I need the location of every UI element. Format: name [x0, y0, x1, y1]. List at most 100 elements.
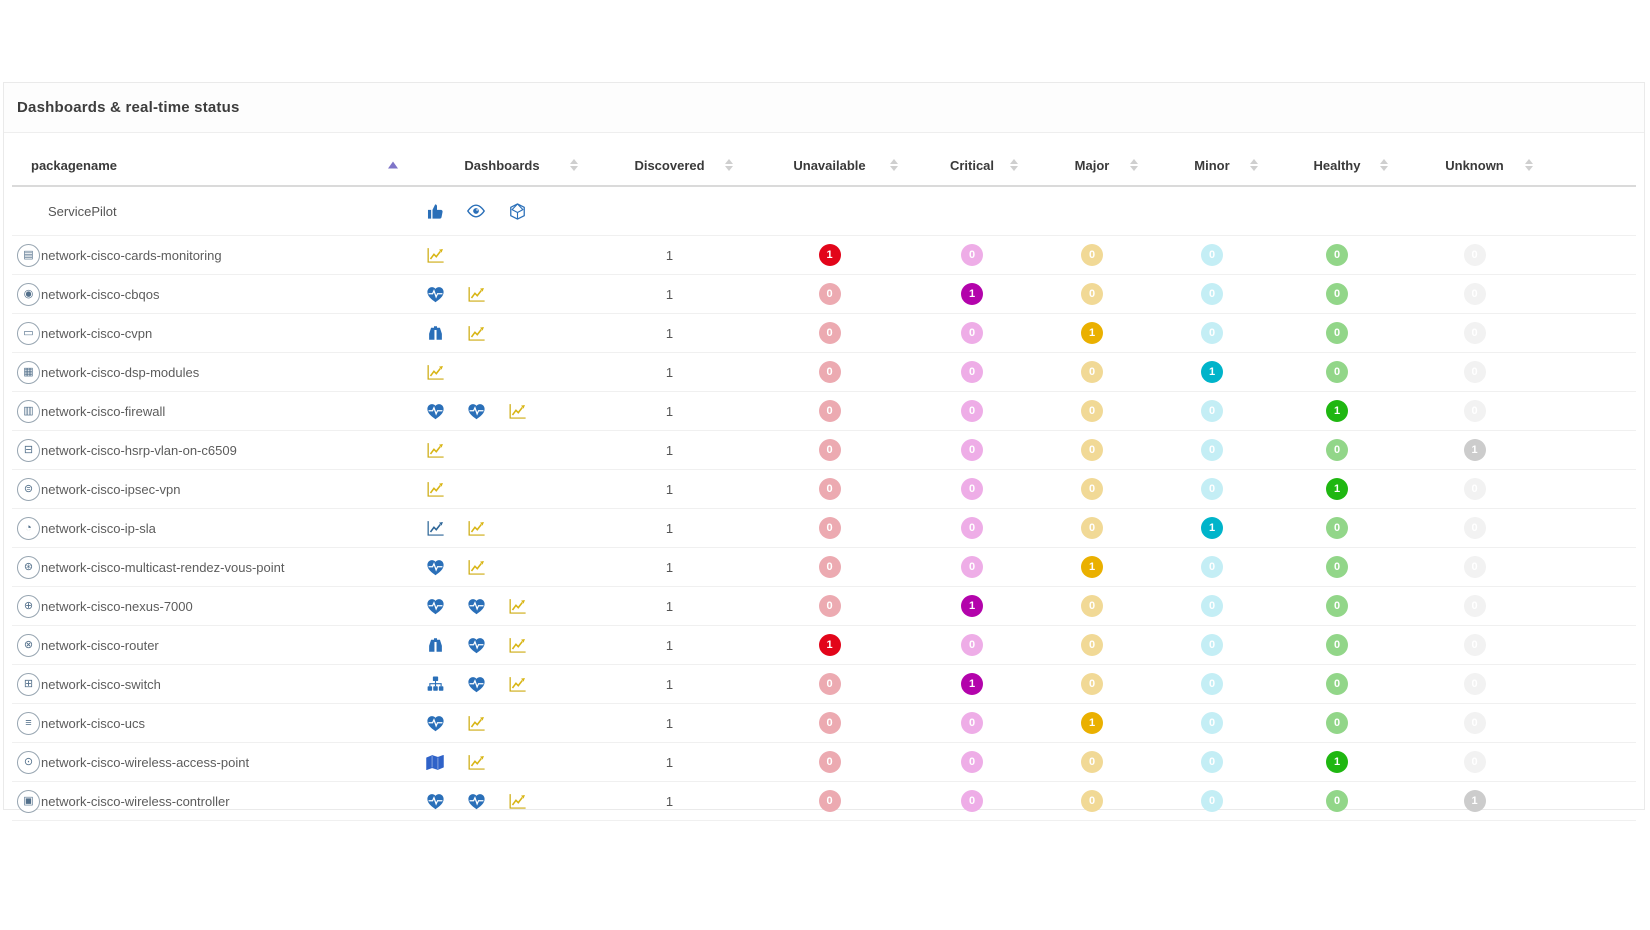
- column-header-discovered[interactable]: Discovered: [592, 145, 747, 185]
- sort-icon[interactable]: [1010, 159, 1018, 171]
- unknown-badge[interactable]: 0: [1463, 400, 1486, 422]
- unavailable-badge[interactable]: 0: [818, 439, 841, 461]
- thumbs-up-icon[interactable]: [425, 201, 445, 221]
- sort-icon[interactable]: [570, 159, 578, 171]
- table-row[interactable]: ⊗ network-cisco-router 1 1 0 0 0 0 0: [12, 626, 1636, 665]
- unknown-badge[interactable]: 0: [1463, 283, 1486, 305]
- healthy-badge[interactable]: 0: [1326, 556, 1348, 578]
- minor-badge[interactable]: 0: [1201, 556, 1223, 578]
- column-header-critical[interactable]: Critical: [912, 145, 1032, 185]
- package-name-cell[interactable]: ▥ network-cisco-firewall: [12, 392, 412, 430]
- critical-badge[interactable]: 0: [961, 790, 983, 812]
- minor-badge[interactable]: 1: [1201, 517, 1223, 539]
- sort-icon[interactable]: [1130, 159, 1138, 171]
- table-row[interactable]: ▥ network-cisco-firewall 1 0 0 0 0 1 0: [12, 392, 1636, 431]
- critical-badge[interactable]: 0: [961, 556, 983, 578]
- minor-badge[interactable]: 0: [1201, 595, 1223, 617]
- major-badge[interactable]: 0: [1081, 244, 1103, 266]
- healthy-badge[interactable]: 0: [1326, 244, 1348, 266]
- heartbeat-dashboard-icon[interactable]: [466, 596, 486, 616]
- unknown-badge[interactable]: 0: [1463, 478, 1486, 500]
- map-dashboard-icon[interactable]: [425, 752, 445, 772]
- heartbeat-dashboard-icon[interactable]: [466, 401, 486, 421]
- major-badge[interactable]: 0: [1081, 595, 1103, 617]
- major-badge[interactable]: 0: [1081, 283, 1103, 305]
- chart-yellow-dashboard-icon[interactable]: [507, 791, 527, 811]
- chart-yellow-dashboard-icon[interactable]: [425, 362, 445, 382]
- package-name-cell[interactable]: ⊛ network-cisco-multicast-rendez-vous-poi…: [12, 548, 412, 586]
- healthy-badge[interactable]: 1: [1326, 751, 1348, 773]
- table-row[interactable]: ⊙ network-cisco-wireless-access-point 1 0 0 0…: [12, 743, 1636, 782]
- major-badge[interactable]: 0: [1081, 634, 1103, 656]
- table-row[interactable]: ⊞ network-cisco-switch 1 0 1 0 0 0 0: [12, 665, 1636, 704]
- unavailable-badge[interactable]: 0: [818, 751, 841, 773]
- major-badge[interactable]: 0: [1081, 790, 1103, 812]
- sort-icon[interactable]: [1250, 159, 1258, 171]
- table-row[interactable]: ⊜ network-cisco-ipsec-vpn 1 0 0 0 0 1 0: [12, 470, 1636, 509]
- minor-badge[interactable]: 0: [1201, 634, 1223, 656]
- healthy-badge[interactable]: 0: [1326, 673, 1348, 695]
- major-badge[interactable]: 0: [1081, 439, 1103, 461]
- critical-badge[interactable]: 0: [961, 712, 983, 734]
- minor-badge[interactable]: 0: [1201, 712, 1223, 734]
- package-name-cell[interactable]: ▣ network-cisco-wireless-controller: [12, 782, 412, 820]
- unavailable-badge[interactable]: 0: [818, 478, 841, 500]
- unknown-badge[interactable]: 1: [1463, 439, 1486, 461]
- critical-badge[interactable]: 1: [961, 283, 983, 305]
- table-row[interactable]: ⊟ network-cisco-hsrp-vlan-on-c6509 1 0 0 0 0 0 1: [12, 431, 1636, 470]
- package-name-cell[interactable]: ▦ network-cisco-dsp-modules: [12, 353, 412, 391]
- table-row[interactable]: ◔ network-cisco-ip-sla 1 0 0 0 1 0 0: [12, 509, 1636, 548]
- chart-yellow-dashboard-icon[interactable]: [466, 752, 486, 772]
- column-header-minor[interactable]: Minor: [1152, 145, 1272, 185]
- unknown-badge[interactable]: 0: [1463, 634, 1486, 656]
- package-name-cell[interactable]: ▤ network-cisco-cards-monitoring: [12, 236, 412, 274]
- major-badge[interactable]: 0: [1081, 361, 1103, 383]
- table-row[interactable]: ⊛ network-cisco-multicast-rendez-vous-poi…: [12, 548, 1636, 587]
- sort-icon[interactable]: [890, 159, 898, 171]
- unavailable-badge[interactable]: 0: [818, 400, 841, 422]
- major-badge[interactable]: 0: [1081, 673, 1103, 695]
- table-row[interactable]: ▤ network-cisco-cards-monitoring 1 1 0 0 0 0 0: [12, 236, 1636, 275]
- package-name-cell[interactable]: ⊙ network-cisco-wireless-access-point: [12, 743, 412, 781]
- unavailable-badge[interactable]: 1: [818, 634, 841, 656]
- heartbeat-dashboard-icon[interactable]: [425, 596, 445, 616]
- critical-badge[interactable]: 1: [961, 595, 983, 617]
- healthy-badge[interactable]: 0: [1326, 283, 1348, 305]
- heartbeat-dashboard-icon[interactable]: [466, 674, 486, 694]
- heartbeat-dashboard-icon[interactable]: [466, 791, 486, 811]
- unavailable-badge[interactable]: 0: [818, 712, 841, 734]
- critical-badge[interactable]: 0: [961, 478, 983, 500]
- unknown-badge[interactable]: 0: [1463, 712, 1486, 734]
- major-badge[interactable]: 0: [1081, 400, 1103, 422]
- chart-yellow-dashboard-icon[interactable]: [466, 323, 486, 343]
- critical-badge[interactable]: 0: [961, 751, 983, 773]
- binoculars-dashboard-icon[interactable]: [425, 323, 445, 343]
- heartbeat-dashboard-icon[interactable]: [425, 284, 445, 304]
- unknown-badge[interactable]: 0: [1463, 556, 1486, 578]
- critical-badge[interactable]: 1: [961, 673, 983, 695]
- chart-yellow-dashboard-icon[interactable]: [425, 479, 445, 499]
- critical-badge[interactable]: 0: [961, 634, 983, 656]
- binoculars-dashboard-icon[interactable]: [425, 635, 445, 655]
- minor-badge[interactable]: 0: [1201, 322, 1223, 344]
- unknown-badge[interactable]: 0: [1463, 673, 1486, 695]
- major-badge[interactable]: 0: [1081, 517, 1103, 539]
- package-name-cell[interactable]: ⊕ network-cisco-nexus-7000: [12, 587, 412, 625]
- sort-icon[interactable]: [1380, 159, 1388, 171]
- critical-badge[interactable]: 0: [961, 439, 983, 461]
- package-name-cell[interactable]: ≡ network-cisco-ucs: [12, 704, 412, 742]
- heartbeat-dashboard-icon[interactable]: [466, 635, 486, 655]
- unavailable-badge[interactable]: 0: [818, 673, 841, 695]
- minor-badge[interactable]: 0: [1201, 244, 1223, 266]
- unknown-badge[interactable]: 0: [1463, 322, 1486, 344]
- chart-yellow-dashboard-icon[interactable]: [507, 401, 527, 421]
- healthy-badge[interactable]: 1: [1326, 478, 1348, 500]
- column-header-major[interactable]: Major: [1032, 145, 1152, 185]
- eye-icon[interactable]: [466, 201, 486, 221]
- critical-badge[interactable]: 0: [961, 361, 983, 383]
- minor-badge[interactable]: 0: [1201, 400, 1223, 422]
- unavailable-badge[interactable]: 0: [818, 556, 841, 578]
- column-header-unknown[interactable]: Unknown: [1402, 145, 1547, 185]
- major-badge[interactable]: 1: [1081, 556, 1103, 578]
- package-name-cell[interactable]: ⊗ network-cisco-router: [12, 626, 412, 664]
